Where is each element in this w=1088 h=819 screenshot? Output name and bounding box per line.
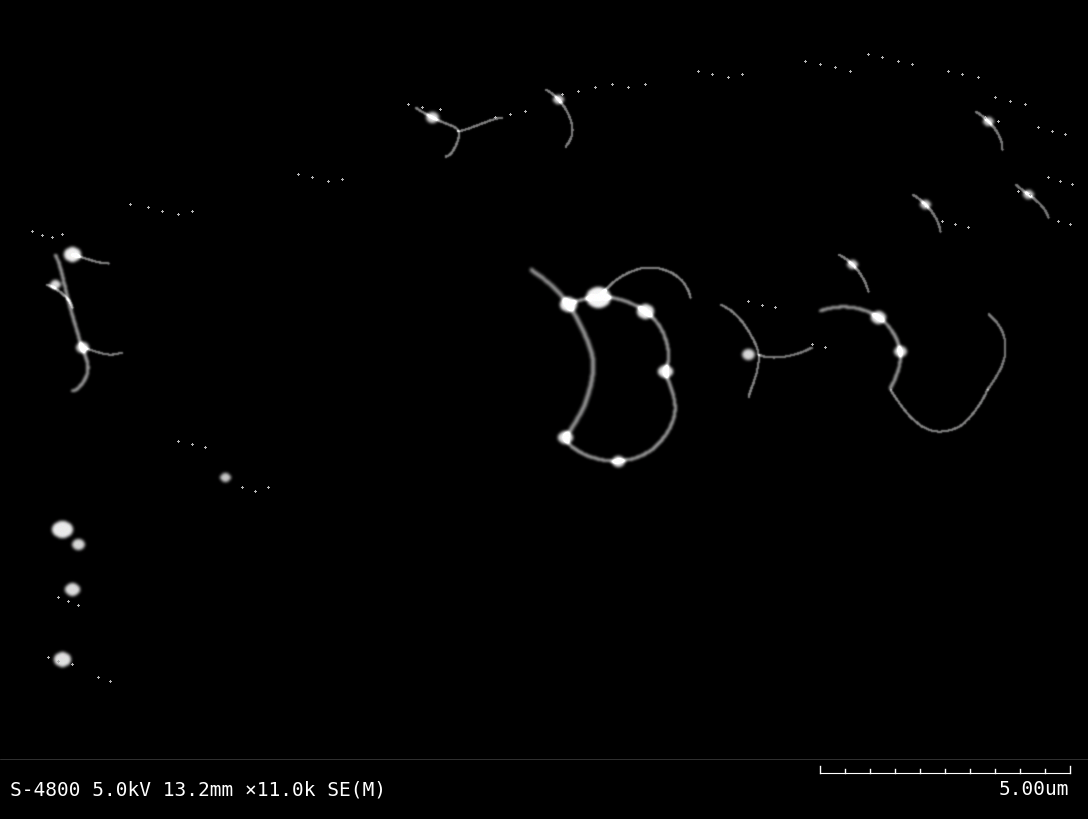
Text: 5.00um: 5.00um xyxy=(999,779,1070,799)
Text: S-4800 5.0kV 13.2mm ×11.0k SE(M): S-4800 5.0kV 13.2mm ×11.0k SE(M) xyxy=(10,779,386,799)
